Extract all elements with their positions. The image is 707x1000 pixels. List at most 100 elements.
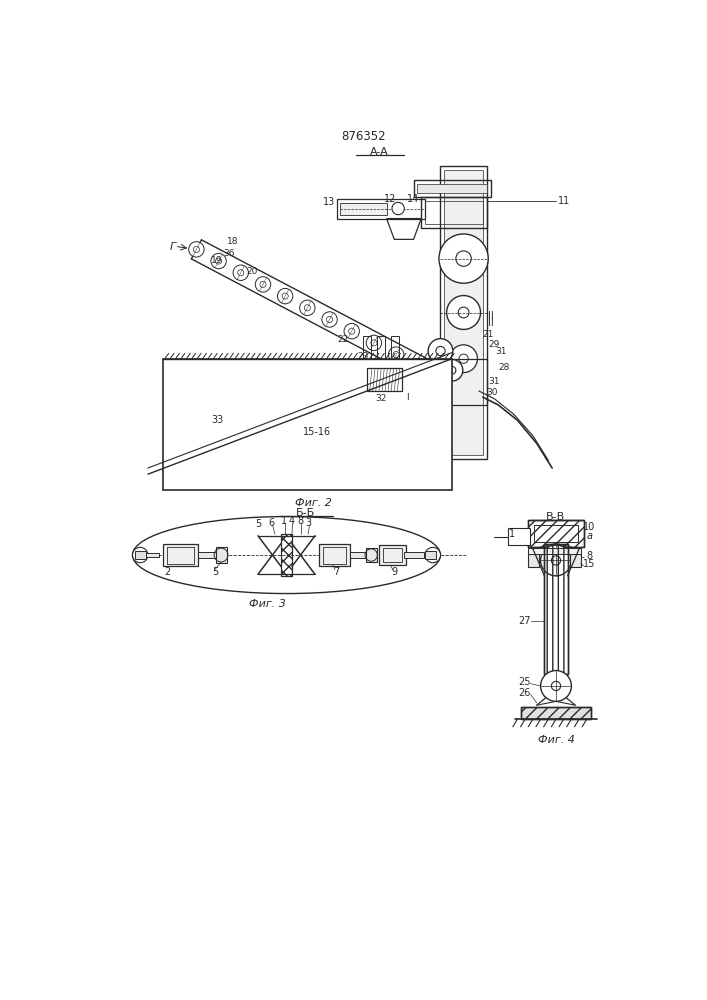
Text: 10: 10 <box>583 522 595 532</box>
Bar <box>528 520 584 547</box>
Text: 14: 14 <box>407 194 420 204</box>
Text: 4: 4 <box>289 516 295 526</box>
Text: II: II <box>488 311 493 321</box>
Bar <box>378 336 385 366</box>
Bar <box>366 548 377 562</box>
Text: 19: 19 <box>211 256 223 265</box>
Text: 18: 18 <box>227 237 238 246</box>
Text: 5: 5 <box>255 519 261 529</box>
Bar <box>528 548 580 554</box>
Bar <box>163 359 452 490</box>
Text: A-A: A-A <box>370 147 388 157</box>
Circle shape <box>322 312 337 327</box>
Bar <box>146 553 160 557</box>
Text: 5: 5 <box>212 567 218 577</box>
Circle shape <box>541 545 571 576</box>
Text: 1: 1 <box>281 516 287 526</box>
Text: 32: 32 <box>375 394 387 403</box>
Text: 8: 8 <box>586 551 592 561</box>
Text: 31: 31 <box>496 347 507 356</box>
Text: 21: 21 <box>483 330 494 339</box>
Bar <box>281 534 292 576</box>
Bar <box>379 545 406 565</box>
Bar <box>368 368 402 391</box>
Circle shape <box>450 345 477 373</box>
Text: 8: 8 <box>297 516 303 526</box>
Text: 6: 6 <box>268 518 274 528</box>
Circle shape <box>366 335 382 351</box>
Text: 2: 2 <box>164 567 170 577</box>
Bar <box>391 336 399 366</box>
Text: 36: 36 <box>223 249 235 258</box>
Bar <box>544 544 568 674</box>
Text: 25: 25 <box>518 677 531 687</box>
Bar <box>281 534 292 576</box>
Text: 30: 30 <box>486 388 498 397</box>
Circle shape <box>388 347 404 362</box>
Text: 15-16: 15-16 <box>303 427 332 437</box>
Text: 11: 11 <box>558 196 570 206</box>
Bar <box>368 368 402 391</box>
Bar <box>319 544 350 566</box>
Bar <box>521 707 590 719</box>
Bar <box>534 525 578 542</box>
Text: Фиг. 2: Фиг. 2 <box>295 498 332 508</box>
Bar <box>340 203 387 215</box>
Bar <box>414 180 491 197</box>
Circle shape <box>233 265 248 280</box>
Bar <box>528 520 584 547</box>
Text: 15: 15 <box>583 559 595 569</box>
Bar <box>421 197 486 228</box>
Circle shape <box>189 242 204 257</box>
Text: II: II <box>488 318 493 328</box>
Text: 26: 26 <box>518 688 531 698</box>
Text: 27: 27 <box>518 615 531 626</box>
Bar <box>544 544 568 674</box>
Circle shape <box>411 359 426 374</box>
Circle shape <box>132 547 148 563</box>
Text: 31: 31 <box>488 377 499 386</box>
Circle shape <box>425 547 440 563</box>
Text: I: I <box>406 393 409 402</box>
Text: 33: 33 <box>211 415 223 425</box>
Circle shape <box>541 671 571 701</box>
Text: 22: 22 <box>337 335 349 344</box>
Text: 7: 7 <box>334 567 339 577</box>
Text: 13: 13 <box>322 197 335 207</box>
Bar <box>528 554 539 567</box>
Text: а: а <box>586 531 592 541</box>
Bar <box>198 552 217 558</box>
Circle shape <box>300 300 315 316</box>
Text: В-В: В-В <box>547 512 566 522</box>
Text: 28: 28 <box>498 363 510 372</box>
Circle shape <box>277 288 293 304</box>
Circle shape <box>392 202 404 215</box>
Circle shape <box>431 376 450 395</box>
Text: 876352: 876352 <box>341 130 386 143</box>
Circle shape <box>439 234 489 283</box>
Bar <box>322 547 346 564</box>
Bar <box>382 548 402 562</box>
Text: 9: 9 <box>391 567 397 577</box>
Bar <box>570 554 580 567</box>
Text: Б-Б: Б-Б <box>296 508 315 518</box>
Text: 23: 23 <box>358 352 369 361</box>
Circle shape <box>428 339 452 363</box>
Bar <box>167 547 194 564</box>
Bar <box>404 552 423 558</box>
Text: 12: 12 <box>385 194 397 204</box>
Circle shape <box>433 370 448 386</box>
Text: 29: 29 <box>489 340 500 349</box>
Bar <box>163 544 198 566</box>
Circle shape <box>211 253 226 269</box>
Circle shape <box>344 323 359 339</box>
Bar <box>350 552 366 558</box>
Circle shape <box>255 277 271 292</box>
Circle shape <box>441 359 463 381</box>
Bar <box>521 707 590 719</box>
Text: 20: 20 <box>246 267 257 276</box>
Text: Фиг. 4: Фиг. 4 <box>537 735 574 745</box>
Text: Фиг. 3: Фиг. 3 <box>249 599 286 609</box>
Bar <box>417 184 486 193</box>
Bar <box>135 551 146 559</box>
